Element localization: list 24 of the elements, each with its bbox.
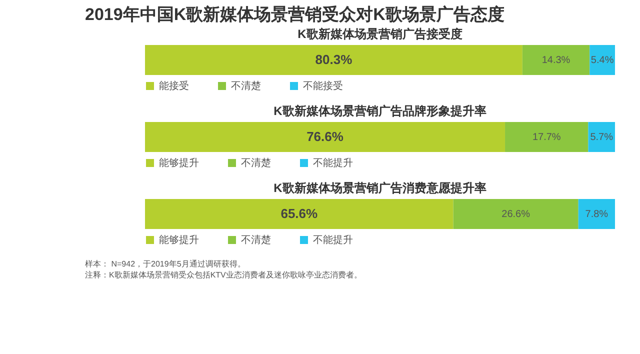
data-label: 26.6% [502,209,530,220]
legend-label: 不能提升 [313,157,353,169]
legend-label: 能够提升 [159,157,199,169]
legend-label: 不清楚 [231,80,261,92]
data-label: 17.7% [532,132,561,143]
legend-label: 能接受 [159,80,189,92]
legend-label: 不清楚 [241,157,271,169]
data-label: 76.6% [306,129,344,144]
chart-title: 2019年中国K歌新媒体场景营销受众对K歌场景广告态度 [85,5,504,24]
chart-subtitle: K歌新媒体场景营销广告接受度 [298,27,462,41]
data-label: 5.4% [590,55,614,66]
legend-label: 能够提升 [159,234,199,246]
legend-label: 不清楚 [241,234,271,246]
data-label: 65.6% [280,206,318,221]
data-label: 5.7% [590,132,614,143]
legend-label: 不能接受 [303,80,343,92]
legend-label: 不能提升 [313,234,353,246]
data-label: 80.3% [315,52,353,67]
chart-title: K歌新媒体场景营销广告消费意愿提升率 [274,181,486,195]
text: 样本： N=942，于2019年5月通过调研获得。 [85,260,246,268]
text: 注释：K歌新媒体场景营销受众包括KTV业态消费者及迷你歌咏亭业态消费者。 [85,270,362,280]
data-label: 7.8% [585,209,608,220]
chart-title: K歌新媒体场景营销广告品牌形象提升率 [274,104,486,118]
data-label: 14.3% [542,55,570,66]
